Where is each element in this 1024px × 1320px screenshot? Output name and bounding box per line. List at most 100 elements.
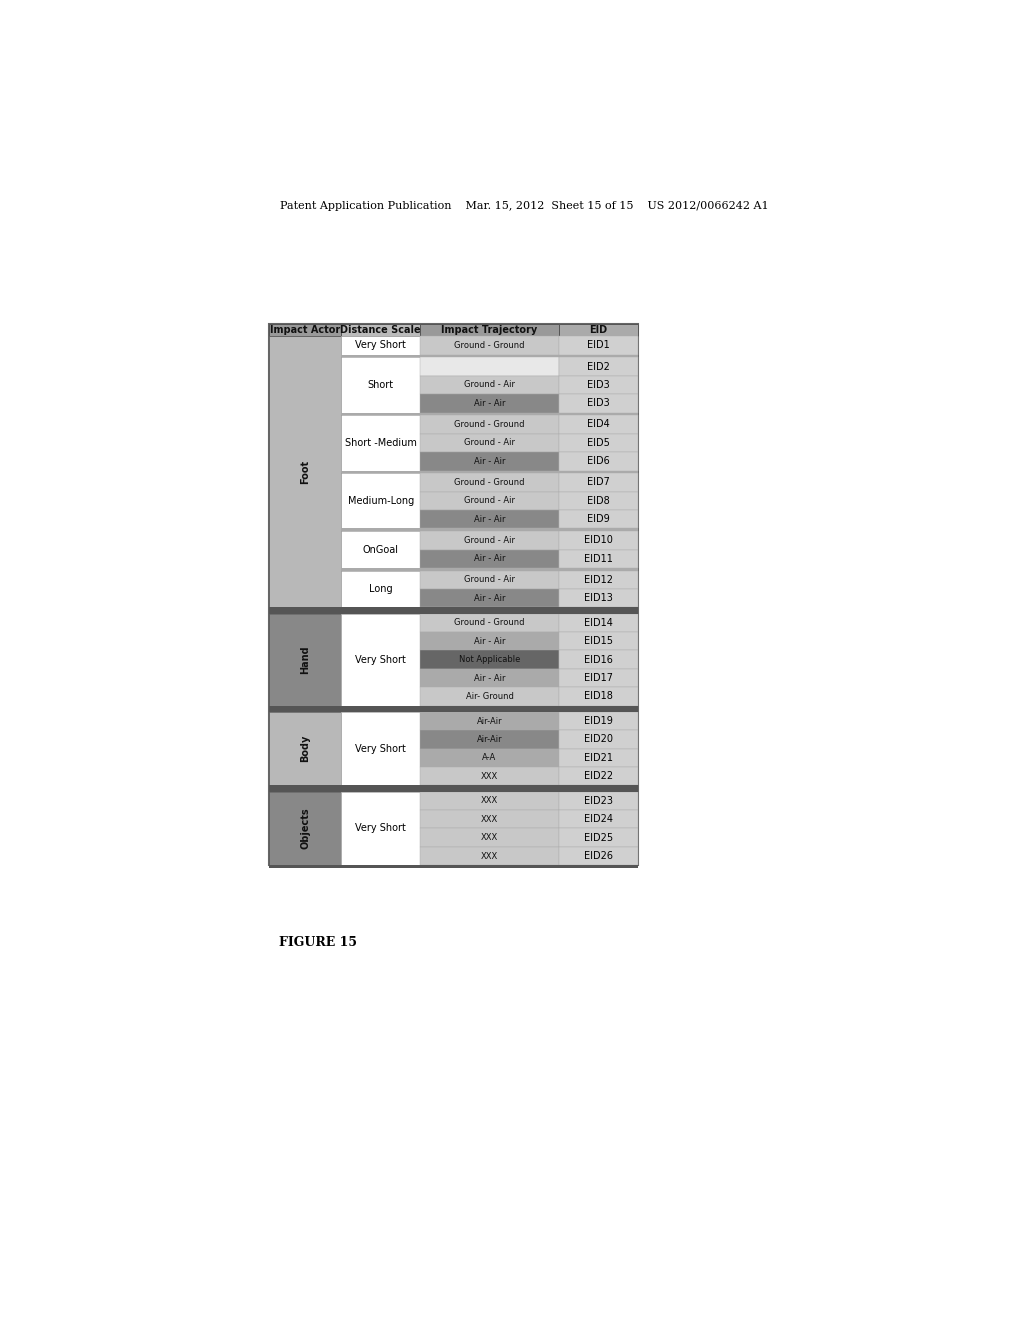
Bar — [559, 510, 638, 528]
Text: Very Short: Very Short — [355, 824, 407, 833]
Bar — [559, 748, 638, 767]
Bar — [269, 614, 341, 706]
Text: EID10: EID10 — [584, 536, 612, 545]
Bar — [559, 549, 638, 568]
Text: XXX: XXX — [481, 772, 498, 780]
Text: EID17: EID17 — [584, 673, 612, 682]
Bar — [559, 614, 638, 632]
Bar — [559, 632, 638, 651]
Bar — [420, 748, 559, 767]
Text: Ground - Ground: Ground - Ground — [455, 478, 524, 487]
Bar — [341, 614, 638, 706]
Bar — [269, 711, 341, 785]
Text: EID7: EID7 — [587, 478, 609, 487]
Text: EID1: EID1 — [587, 341, 609, 351]
Text: Ground - Ground: Ground - Ground — [455, 341, 524, 350]
Text: EID18: EID18 — [584, 692, 612, 701]
Bar — [420, 711, 559, 730]
Bar — [559, 473, 638, 491]
Text: Ground - Air: Ground - Air — [464, 576, 515, 585]
Bar — [420, 730, 559, 748]
Bar — [420, 395, 559, 413]
Bar — [269, 706, 638, 711]
Text: Ground - Air: Ground - Air — [464, 496, 515, 506]
Text: Very Short: Very Short — [355, 743, 407, 754]
Bar — [420, 669, 559, 688]
Text: EID6: EID6 — [587, 457, 609, 466]
Text: EID15: EID15 — [584, 636, 612, 647]
Text: Long: Long — [369, 583, 392, 594]
Text: A-A: A-A — [482, 754, 497, 763]
Bar — [559, 416, 638, 434]
Text: EID5: EID5 — [587, 438, 609, 447]
Text: EID20: EID20 — [584, 734, 612, 744]
Bar — [559, 434, 638, 453]
Text: Medium-Long: Medium-Long — [347, 496, 414, 506]
Bar — [420, 829, 559, 847]
Text: Hand: Hand — [300, 645, 310, 675]
Bar — [341, 614, 420, 706]
Bar — [341, 711, 638, 785]
Text: Air - Air: Air - Air — [474, 636, 505, 645]
Bar — [269, 323, 638, 866]
Text: Air - Air: Air - Air — [474, 515, 505, 524]
Text: EID: EID — [589, 325, 607, 335]
Text: Short: Short — [368, 380, 393, 389]
Bar — [420, 767, 559, 785]
Text: Air- Ground: Air- Ground — [466, 692, 513, 701]
Text: EID14: EID14 — [584, 618, 612, 628]
Bar — [420, 549, 559, 568]
Text: EID3: EID3 — [587, 380, 609, 389]
Text: EID9: EID9 — [587, 515, 609, 524]
Bar — [420, 510, 559, 528]
Bar — [559, 358, 638, 376]
Bar — [341, 531, 420, 568]
Text: EID2: EID2 — [587, 362, 609, 371]
Bar — [420, 453, 559, 470]
Bar — [420, 589, 559, 607]
Bar — [341, 528, 638, 531]
Text: EID19: EID19 — [584, 715, 612, 726]
Bar — [559, 531, 638, 549]
Text: Ground - Air: Ground - Air — [464, 438, 515, 447]
Text: Short -Medium: Short -Medium — [345, 438, 417, 447]
Bar — [420, 323, 559, 337]
Bar — [420, 614, 559, 632]
Bar — [341, 413, 638, 416]
Text: Air - Air: Air - Air — [474, 673, 505, 682]
Text: EID11: EID11 — [584, 554, 612, 564]
Bar — [559, 323, 638, 337]
Bar — [420, 416, 559, 434]
Bar — [341, 792, 420, 866]
Bar — [420, 491, 559, 510]
Bar — [559, 847, 638, 866]
Bar — [420, 570, 559, 589]
Text: Body: Body — [300, 735, 310, 763]
Text: XXX: XXX — [481, 851, 498, 861]
Text: Air - Air: Air - Air — [474, 554, 505, 564]
Bar — [559, 491, 638, 510]
Bar — [269, 866, 638, 867]
Text: Objects: Objects — [300, 808, 310, 849]
Bar — [420, 792, 559, 810]
Bar — [420, 847, 559, 866]
Bar — [269, 337, 341, 607]
Text: EID13: EID13 — [584, 593, 612, 603]
Text: EID25: EID25 — [584, 833, 612, 842]
Text: Not Applicable: Not Applicable — [459, 655, 520, 664]
Text: Very Short: Very Short — [355, 341, 407, 351]
Bar — [269, 607, 638, 614]
Text: EID21: EID21 — [584, 752, 612, 763]
Text: Impact Trajectory: Impact Trajectory — [441, 325, 538, 335]
Bar — [420, 376, 559, 395]
Bar — [559, 395, 638, 413]
Bar — [420, 810, 559, 829]
Text: Ground - Air: Ground - Air — [464, 536, 515, 545]
Text: Ground - Ground: Ground - Ground — [455, 420, 524, 429]
Bar — [269, 785, 638, 792]
Text: Patent Application Publication    Mar. 15, 2012  Sheet 15 of 15    US 2012/00662: Patent Application Publication Mar. 15, … — [281, 201, 769, 211]
Text: XXX: XXX — [481, 814, 498, 824]
Text: OnGoal: OnGoal — [362, 545, 398, 554]
Bar — [341, 358, 420, 413]
Text: Foot: Foot — [300, 459, 310, 484]
